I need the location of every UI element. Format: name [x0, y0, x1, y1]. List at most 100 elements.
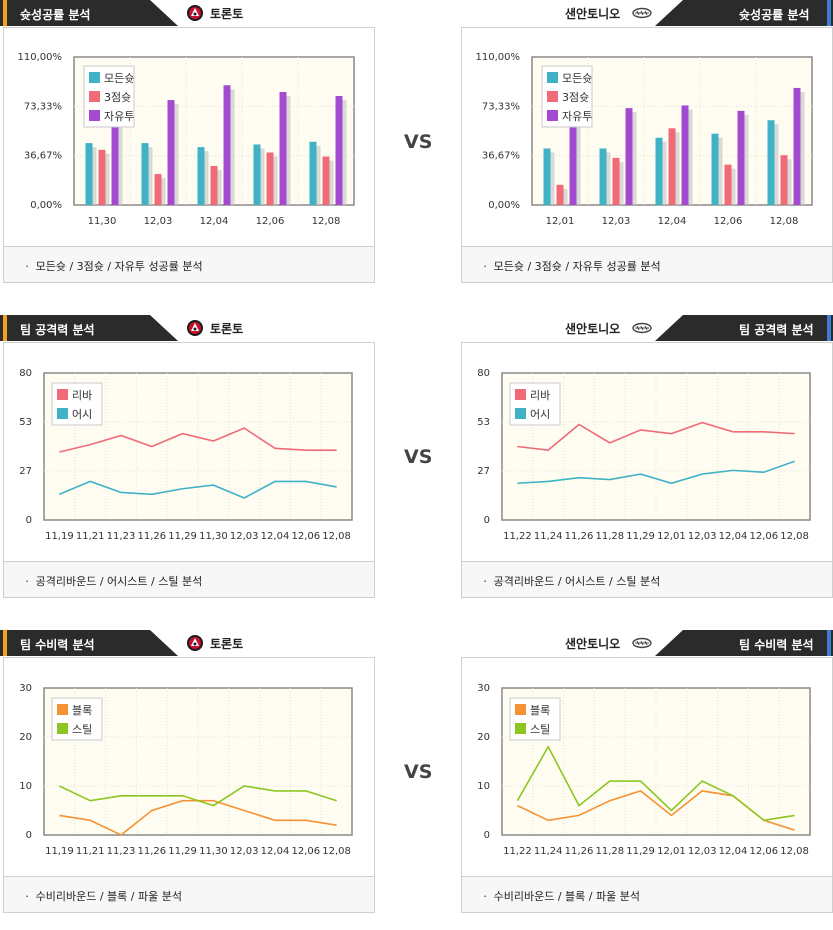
bar-shadow	[784, 159, 792, 205]
section-title-left: 슛성공률 분석	[20, 8, 91, 22]
y-tick-label: 10	[19, 781, 32, 792]
x-tick-label: 12,04	[658, 216, 687, 227]
x-tick-label: 12,04	[719, 531, 748, 542]
left-chart: 110,00% 73,33% 36,67% 0,00% 11,30 12,03 12,04 1…	[18, 52, 355, 227]
x-tick-label: 12,03	[230, 846, 259, 857]
bar-모든슛	[309, 141, 317, 205]
footer-caption: ㆍ 공격리바운드 / 어시스트 / 스틸 분석	[480, 575, 661, 588]
bar-shadow	[771, 124, 779, 205]
x-tick-label: 11,23	[107, 531, 136, 542]
series-line-리바	[517, 421, 795, 452]
x-tick-label: 12,03	[230, 531, 259, 542]
legend-label: 어시	[72, 408, 92, 421]
x-tick-label: 12,08	[322, 846, 351, 857]
bar-shadow	[616, 161, 624, 205]
series-line-어시	[59, 480, 337, 499]
x-tick-label: 11,30	[88, 216, 117, 227]
legend-label: 3점슛	[562, 91, 589, 104]
x-tick-label: 12,03	[144, 216, 173, 227]
bar-shadow	[797, 91, 805, 205]
legend-label: 모든슛	[562, 72, 592, 85]
bar-3점슛	[98, 149, 106, 205]
y-tick-label: 80	[19, 368, 32, 379]
bar-shadow	[672, 132, 680, 205]
spurs-logo-icon	[632, 322, 652, 334]
legend-swatch	[57, 723, 68, 734]
footer-caption: ㆍ 모든슛 / 3점슛 / 자유투 성공률 분석	[22, 260, 203, 273]
bar-shadow	[257, 148, 265, 205]
x-tick-label: 11,29	[626, 846, 655, 857]
legend-swatch	[547, 72, 558, 83]
right-tab: 팀 공격력 분석	[655, 315, 833, 341]
bar-shadow	[171, 104, 179, 205]
legend-label: 모든슛	[104, 72, 134, 85]
bar-자유투	[111, 121, 119, 205]
x-tick-label: 12,03	[602, 216, 631, 227]
left-tab-shape	[0, 0, 178, 26]
x-tick-label: 12,06	[256, 216, 285, 227]
x-tick-label: 11,19	[45, 846, 74, 857]
y-tick-label: 20	[477, 732, 490, 743]
section-header: 팀 수비력 분석 토론토 샌안토니오 팀 수비력 분석	[0, 630, 833, 656]
y-tick-label: 10	[477, 781, 490, 792]
x-tick-label: 11,24	[534, 846, 563, 857]
x-tick-label: 11,22	[503, 531, 532, 542]
left-tab: 팀 수비력 분석	[0, 630, 180, 656]
legend-swatch	[57, 389, 68, 400]
bar-shadow	[201, 151, 209, 205]
series-line-어시	[517, 460, 795, 485]
x-tick-label: 12,06	[749, 846, 778, 857]
x-tick-label: 11,28	[595, 531, 624, 542]
legend-label: 자유투	[562, 110, 592, 123]
footer-caption: ㆍ 수비리바운드 / 블록 / 파울 분석	[22, 890, 182, 903]
left-panel: 30 20 10 0 11,19 11,21 11,23 11,26 11,29 11,30 12,…	[3, 657, 375, 913]
x-tick-label: 12,06	[291, 846, 320, 857]
x-tick-label: 12,08	[322, 531, 351, 542]
x-tick-label: 12,08	[312, 216, 341, 227]
y-tick-label: 27	[19, 466, 32, 477]
raptors-logo-icon	[187, 635, 203, 651]
bar-모든슛	[141, 143, 149, 205]
left-panel: 80 53 27 0 11,19 11,21 11,23 11,26 11,29 11,30 12,…	[3, 342, 375, 598]
bar-shadow	[685, 109, 693, 205]
bar-3점슛	[154, 174, 162, 205]
bar-shadow	[145, 147, 153, 205]
y-tick-label: 53	[477, 417, 490, 428]
y-tick-label: 27	[477, 466, 490, 477]
right-panel: 110,00% 73,33% 36,67% 0,00% 12,01 12,03 12,04 1…	[461, 27, 833, 283]
right-tab-shape	[655, 315, 833, 341]
bar-3점슛	[724, 164, 732, 205]
bar-모든슛	[767, 120, 775, 205]
bar-shadow	[547, 152, 555, 205]
legend-swatch	[547, 91, 558, 102]
series-line-리바	[59, 427, 337, 453]
legend-label: 리바	[72, 389, 92, 402]
footer-caption: ㆍ 공격리바운드 / 어시스트 / 스틸 분석	[22, 575, 203, 588]
legend-swatch	[547, 110, 558, 121]
y-tick-label: 20	[19, 732, 32, 743]
x-tick-label: 12,08	[780, 531, 809, 542]
bar-3점슛	[612, 157, 620, 205]
bar-3점슛	[668, 128, 676, 205]
y-tick-label: 110,00%	[18, 52, 63, 63]
bar-자유투	[793, 87, 801, 205]
right-tab-shape	[655, 630, 833, 656]
bar-shadow	[214, 169, 222, 205]
x-tick-label: 12,06	[291, 531, 320, 542]
y-tick-label: 36,67%	[482, 151, 520, 162]
left-tab: 팀 공격력 분석	[0, 315, 180, 341]
bar-자유투	[223, 85, 231, 205]
left-team-name: 토론토	[210, 637, 244, 651]
bar-3점슛	[210, 165, 218, 205]
y-tick-label: 30	[477, 683, 490, 694]
x-tick-label: 12,04	[261, 531, 290, 542]
section-title-right: 슛성공률 분석	[739, 8, 810, 22]
bar-자유투	[167, 100, 175, 205]
bar-모든슛	[197, 147, 205, 205]
bar-3점슛	[322, 156, 330, 205]
bar-shadow	[283, 95, 291, 205]
left-team-name: 토론토	[210, 7, 244, 21]
